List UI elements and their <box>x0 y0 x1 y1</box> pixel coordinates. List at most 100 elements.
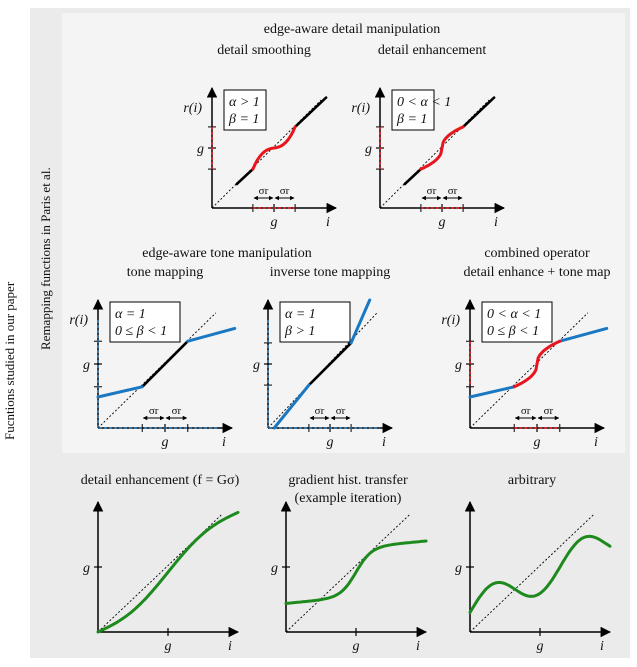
sigma-label: σr <box>315 405 325 417</box>
x-g-label: g <box>271 215 278 230</box>
param-line: α > 1 <box>229 95 260 110</box>
curve-tone <box>272 383 311 430</box>
plot-title: tone mapping <box>127 265 204 280</box>
plot-title: inverse tone mapping <box>270 265 391 280</box>
curve-outer <box>461 96 496 129</box>
plot-title: detail enhancement <box>378 43 487 58</box>
sigma-label: σr <box>259 185 269 197</box>
x-g-label: g <box>327 435 334 450</box>
x-g-label: g <box>165 639 172 654</box>
curve-center <box>307 341 353 387</box>
x-axis-label: i <box>222 435 226 450</box>
plot-detail-enhancement: detail enhancement g g i r(i) σr σr 0 < α < 1 β … <box>351 43 506 230</box>
sigma-label: σr <box>172 405 182 417</box>
param-line: β = 1 <box>228 112 259 127</box>
identity-line <box>97 312 217 429</box>
param-box: α = 1 β > 1 <box>279 301 351 343</box>
plot-title: detail enhancement (f = Gσ) <box>81 473 240 488</box>
plot-title: detail smoothing <box>217 43 311 58</box>
param-line: 0 ≤ β < 1 <box>487 324 539 339</box>
param-box: 0 < α < 1 β = 1 <box>391 89 451 131</box>
param-line: 0 < α < 1 <box>487 307 541 322</box>
plot-title: detail enhance + tone map <box>463 265 610 280</box>
identity-line <box>379 99 490 209</box>
plot-title: arbitrary <box>508 473 556 488</box>
curve-detail <box>419 125 465 171</box>
y-g-label: g <box>365 142 372 157</box>
curve-outer <box>403 167 423 186</box>
sigma-label: σr <box>336 405 346 417</box>
identity-line <box>469 514 594 633</box>
plot-tone-mapping: tone mapping g g i r(i) σr σr α = 1 0 ≤ β < 1 <box>69 265 237 450</box>
x-g-label: g <box>537 639 544 654</box>
curve-outer <box>235 167 255 186</box>
curve-tone <box>558 326 609 343</box>
x-axis-label: i <box>416 639 420 654</box>
curve-detail <box>251 125 297 171</box>
sigma-label: σr <box>448 185 458 197</box>
x-axis-label: i <box>326 215 330 230</box>
curve-tone <box>468 385 516 399</box>
param-box-frame <box>279 301 351 343</box>
curve-tone <box>186 326 237 343</box>
identity-line <box>285 514 410 633</box>
x-axis-label: i <box>600 639 604 654</box>
section-detail-heading: edge-aware detail manipulation <box>264 22 440 37</box>
x-axis-label: i <box>382 435 386 450</box>
sigma-label: σr <box>521 405 531 417</box>
plot-detail-enhancement-ours: detail enhancement (f = Gσ) g g i <box>81 473 240 654</box>
y-axis-label: r(i) <box>183 101 202 116</box>
plot-title: gradient hist. transfer <box>288 473 408 488</box>
y-axis-label: r(i) <box>441 313 460 328</box>
y-g-label: g <box>455 561 462 576</box>
param-line: β = 1 <box>396 112 427 127</box>
y-g-label: g <box>271 561 278 576</box>
y-g-label: g <box>83 358 90 373</box>
curve-tone <box>349 298 372 345</box>
plot-arbitrary: arbitrary g g i <box>455 473 612 654</box>
plot-combined-operator: combined operator detail enhance + tone m… <box>441 246 610 450</box>
x-g-label: g <box>162 435 169 450</box>
x-axis-label: i <box>594 435 598 450</box>
identity-line <box>267 312 378 429</box>
curve-ours <box>96 510 240 634</box>
curve-ours <box>284 539 428 605</box>
identity-line <box>211 99 322 209</box>
plot-title: combined operator <box>484 246 590 261</box>
plot-inverse-tone-mapping: inverse tone mapping g g i σr σr α = 1 β > 1 <box>253 265 394 450</box>
param-box-frame <box>481 301 553 343</box>
y-g-label: g <box>197 142 204 157</box>
param-line: α = 1 <box>115 307 146 322</box>
param-line: α = 1 <box>285 307 316 322</box>
param-box-frame <box>109 301 181 343</box>
x-axis-label: i <box>228 639 232 654</box>
plot-gradient-hist-transfer: gradient hist. transfer (example iteratio… <box>271 473 428 654</box>
x-axis-label: i <box>494 215 498 230</box>
sigma-label: σr <box>149 405 159 417</box>
x-g-label: g <box>439 215 446 230</box>
sigma-label: σr <box>544 405 554 417</box>
x-g-label: g <box>534 435 541 450</box>
x-g-label: g <box>353 639 360 654</box>
curve-detail <box>512 339 562 389</box>
plot-title: (example iteration) <box>295 491 402 506</box>
param-box-frame <box>223 89 267 131</box>
sigma-label: σr <box>280 185 290 197</box>
y-g-label: g <box>455 358 462 373</box>
inner-side-label: Remapping functions in Paris et al. <box>38 167 53 350</box>
curve-outer <box>293 96 328 129</box>
identity-line <box>469 312 589 429</box>
param-box: α > 1 β = 1 <box>223 89 267 131</box>
y-g-label: g <box>83 561 90 576</box>
y-g-label: g <box>253 358 260 373</box>
plot-detail-smoothing: detail smoothing g g i r(i) σr σr α > 1 β = 1 <box>183 43 338 230</box>
outer-side-label: Fucntions studied in our paper <box>2 281 17 440</box>
inner-panel <box>62 13 625 453</box>
y-axis-label: r(i) <box>69 313 88 328</box>
param-box: 0 < α < 1 0 ≤ β < 1 <box>481 301 553 343</box>
curve-center <box>140 339 190 389</box>
sigma-label: σr <box>427 185 437 197</box>
